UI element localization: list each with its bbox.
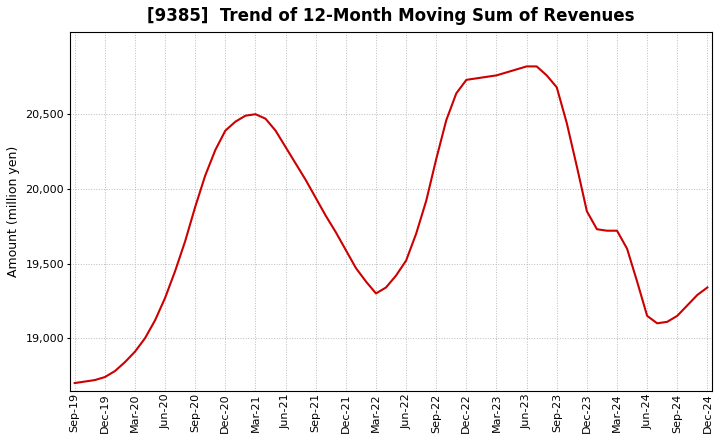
Title: [9385]  Trend of 12-Month Moving Sum of Revenues: [9385] Trend of 12-Month Moving Sum of R… xyxy=(148,7,635,25)
Y-axis label: Amount (million yen): Amount (million yen) xyxy=(7,146,20,277)
